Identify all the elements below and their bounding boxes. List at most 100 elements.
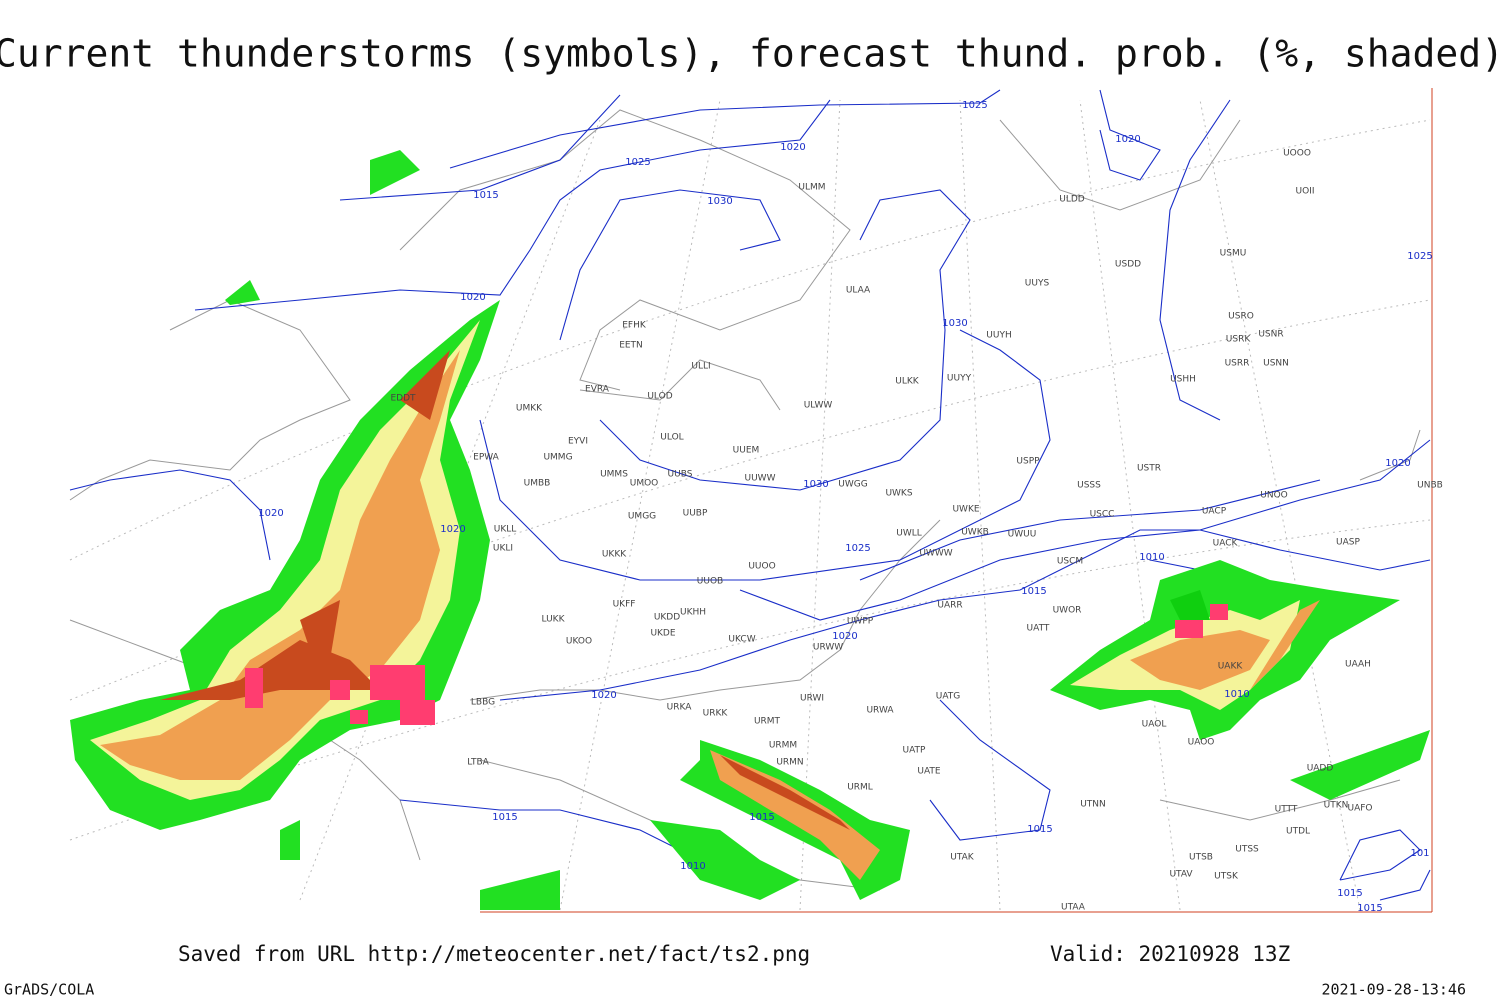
station-code: URKA bbox=[667, 703, 693, 713]
station-code: UWPP bbox=[847, 617, 874, 627]
station-code: USPP bbox=[1016, 457, 1040, 467]
station-code: EFHK bbox=[622, 321, 647, 331]
station-code: ULLI bbox=[691, 362, 710, 372]
isobar-labels: 1025 1020 1025 1015 1030 1020 1020 1030 1025 1020… bbox=[258, 100, 1432, 914]
timestamp: 2021-09-28-13:46 bbox=[1322, 981, 1467, 999]
station-code: ULMM bbox=[798, 183, 825, 193]
station-code: UAFO bbox=[1347, 804, 1372, 814]
station-code: UKDE bbox=[650, 629, 675, 639]
station-code: USCM bbox=[1057, 557, 1083, 567]
station-code: ULWW bbox=[804, 401, 833, 411]
station-code: UTTT bbox=[1275, 805, 1298, 815]
station-code: UKOO bbox=[566, 637, 592, 647]
station-code: UASP bbox=[1336, 538, 1360, 548]
station-code: UMGG bbox=[628, 512, 656, 522]
storm-symbols bbox=[245, 604, 1228, 725]
source-url: Saved from URL http://meteocenter.net/fa… bbox=[178, 942, 810, 966]
station-code: UMMS bbox=[600, 470, 628, 480]
station-code: UWKS bbox=[885, 489, 912, 499]
station-code: UUEM bbox=[733, 446, 760, 456]
isobar-label: 1025 bbox=[845, 543, 870, 554]
station-code: UTNN bbox=[1080, 800, 1106, 810]
station-code: UACP bbox=[1202, 507, 1227, 517]
station-code: USRR bbox=[1225, 359, 1250, 369]
station-code: UTDL bbox=[1286, 827, 1310, 837]
station-code: UKCW bbox=[728, 635, 755, 645]
station-code: UTAA bbox=[1061, 903, 1086, 913]
isobar-label: 1020 bbox=[440, 524, 465, 535]
station-code: UUYS bbox=[1025, 279, 1050, 289]
station-code: EPWA bbox=[473, 453, 500, 463]
station-code: UWOR bbox=[1053, 606, 1082, 616]
station-code: UMOO bbox=[630, 479, 659, 489]
isobar-label: 1030 bbox=[803, 479, 828, 490]
station-code: EETN bbox=[619, 341, 643, 351]
isobar-label: 1010 bbox=[1224, 689, 1249, 700]
isobar-label: 101 bbox=[1410, 848, 1429, 859]
station-code: UTKN bbox=[1324, 801, 1349, 811]
isobar-label: 1020 bbox=[1385, 458, 1410, 469]
station-code: UMMG bbox=[543, 453, 572, 463]
station-code: UMKK bbox=[516, 404, 543, 414]
station-code: USTR bbox=[1137, 464, 1161, 474]
station-code: USSS bbox=[1077, 481, 1101, 491]
station-code: UOII bbox=[1296, 187, 1315, 197]
station-code: ULOD bbox=[647, 392, 672, 402]
station-code: UKHH bbox=[680, 608, 706, 618]
station-code: UWKE bbox=[952, 505, 979, 515]
station-code: UNBB bbox=[1417, 481, 1443, 491]
station-code: EYVI bbox=[568, 437, 588, 447]
station-code: UWLL bbox=[896, 529, 922, 539]
station-code: UTSB bbox=[1189, 853, 1213, 863]
isobar-label: 1025 bbox=[625, 157, 650, 168]
station-code: USMU bbox=[1220, 249, 1247, 259]
station-code: ULAA bbox=[846, 286, 871, 296]
station-code: EDDT bbox=[390, 394, 416, 404]
isobar-label: 1030 bbox=[707, 196, 732, 207]
station-code: ULOL bbox=[660, 433, 683, 443]
station-code: USNN bbox=[1263, 359, 1289, 369]
station-code: URWI bbox=[800, 694, 824, 704]
station-code: URWA bbox=[866, 706, 894, 716]
station-code: URKK bbox=[703, 709, 729, 719]
station-code: USRO bbox=[1228, 312, 1254, 322]
station-code: LBBG bbox=[471, 698, 495, 708]
station-code: LTBA bbox=[467, 758, 489, 768]
station-code: UUOO bbox=[748, 562, 775, 572]
station-code: UKLI bbox=[493, 544, 513, 554]
station-code: UTSS bbox=[1235, 845, 1259, 855]
station-code: URMM bbox=[769, 741, 797, 751]
isobar-label: 1020 bbox=[591, 690, 616, 701]
station-code: UWGG bbox=[838, 480, 867, 490]
isobar-label: 1025 bbox=[962, 100, 987, 111]
station-code: UARR bbox=[937, 601, 962, 611]
station-code: UNOO bbox=[1260, 491, 1288, 501]
isobar-label: 1010 bbox=[1139, 552, 1164, 563]
station-code: UATT bbox=[1027, 624, 1050, 634]
isobar-label: 1015 bbox=[1027, 824, 1052, 835]
station-code: UACK bbox=[1213, 539, 1239, 549]
station-code: UUWW bbox=[745, 474, 776, 484]
station-code: UWKB bbox=[961, 528, 989, 538]
station-code: UWWW bbox=[919, 549, 952, 559]
isobar-label: 1020 bbox=[780, 142, 805, 153]
station-code: UKLL bbox=[494, 525, 517, 535]
isobars bbox=[69, 89, 1431, 901]
station-code: UKFF bbox=[613, 600, 636, 610]
isobar-label: 1015 bbox=[749, 812, 774, 823]
station-code: USNR bbox=[1258, 330, 1283, 340]
station-code: UUOB bbox=[697, 577, 723, 587]
station-code: USDD bbox=[1115, 260, 1141, 270]
isobar-label: 1015 bbox=[1357, 903, 1382, 914]
station-code: URMN bbox=[776, 758, 803, 768]
station-code: UUBS bbox=[668, 470, 693, 480]
station-code: USHH bbox=[1170, 375, 1196, 385]
station-code: UWUU bbox=[1008, 530, 1037, 540]
station-code: UTAK bbox=[950, 853, 975, 863]
isobar-label: 1015 bbox=[492, 812, 517, 823]
station-code: UUYY bbox=[947, 374, 972, 384]
station-code: LUKK bbox=[542, 615, 566, 625]
isobar-label: 1015 bbox=[1337, 888, 1362, 899]
